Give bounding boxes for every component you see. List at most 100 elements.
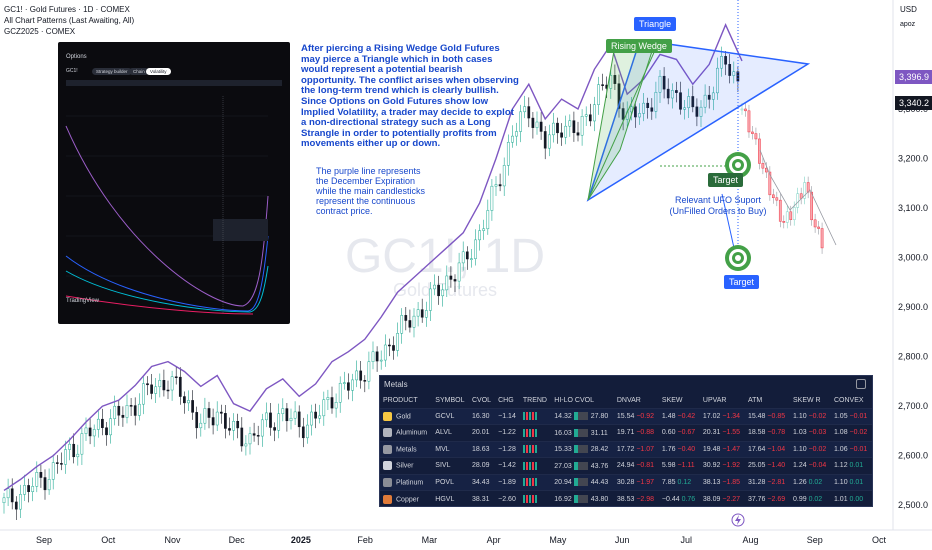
upvar-change: −1.85 [722, 478, 741, 486]
candle-body [420, 309, 424, 318]
candle-body [547, 134, 551, 149]
candle-body [80, 433, 84, 455]
candle-body [207, 408, 211, 418]
hilo-high: 27.80 [590, 413, 609, 421]
table-row[interactable]: Copper HGVL 38.31 −2.60 16.92 43.80 38.53 −2.… [380, 490, 872, 507]
chg-cell: −1.89 [495, 473, 520, 491]
candle-body [281, 408, 285, 414]
lightning-icon[interactable] [731, 513, 745, 527]
expiry-strip[interactable] [66, 80, 282, 86]
candle-body [363, 380, 367, 382]
trend-bar [525, 495, 528, 503]
projection-body [817, 226, 820, 229]
upvar-value: 17.02 [702, 412, 723, 420]
candle-body [6, 488, 10, 499]
tab-strategy-builder[interactable]: Strategy builder [92, 68, 132, 75]
column-header[interactable]: CHG [498, 397, 514, 405]
column-header[interactable]: SYMBOL [435, 397, 465, 405]
projection-body [810, 191, 813, 221]
dnvar-change: −1.97 [636, 478, 655, 486]
tab-volatility[interactable]: Volatility [146, 68, 171, 75]
trend-bar [525, 445, 528, 454]
hilo-high: 31.11 [590, 429, 608, 437]
candle-body [461, 251, 465, 264]
candle-body [498, 184, 502, 187]
skew-value: 7.85 [661, 478, 678, 486]
skewr-value: 1.03 [792, 429, 809, 437]
candle-body [515, 131, 518, 137]
candle-body [88, 427, 92, 437]
tab-chain[interactable]: Chain [129, 68, 149, 75]
candle-body [429, 288, 432, 311]
symbol-title[interactable]: GC1! · Gold Futures · 1D · COMEX [4, 5, 130, 14]
candle-body [137, 403, 141, 416]
chart-icon[interactable] [856, 379, 866, 389]
column-header[interactable]: PRODUCT [383, 397, 418, 405]
candle-body [367, 361, 371, 382]
candle-body [568, 120, 572, 127]
candle-body [183, 396, 186, 404]
candle-body [683, 107, 686, 110]
metals-title: Metals [384, 380, 408, 389]
candle-body [195, 412, 199, 429]
trend-bar [525, 428, 528, 437]
upvar-value: 20.31 [702, 429, 723, 437]
table-row[interactable]: Aluminum ALVL 20.01 −1.22 16.03 31.11 19.71 −… [380, 424, 872, 441]
atm-value: 18.58 [747, 429, 768, 437]
time-tick-label: Aug [743, 535, 759, 545]
hilo-high: 43.76 [590, 462, 609, 470]
options-symbol: GC1! [66, 68, 78, 74]
target-icon [725, 245, 751, 271]
candle-body [60, 463, 63, 465]
candle-body [457, 262, 461, 282]
column-header[interactable]: SKEW [661, 397, 683, 405]
trend-cell [519, 457, 552, 474]
candle-body [732, 71, 736, 76]
candle-body [92, 429, 96, 437]
column-header[interactable]: ATM [747, 397, 763, 405]
table-row[interactable]: Gold GCVL 16.30 −1.14 14.32 27.80 15.54 −0.92… [380, 407, 872, 425]
candle-body [412, 315, 416, 328]
candle-body [314, 411, 317, 419]
candle-body [609, 75, 613, 89]
candle-body [150, 384, 153, 394]
skew-value: 1.76 [661, 445, 678, 453]
candle-body [273, 427, 276, 431]
convex-value: 1.12 [833, 462, 850, 470]
column-header[interactable]: TREND [522, 397, 547, 405]
upvar-value: 38.09 [702, 495, 723, 503]
atm-change: −2.81 [767, 478, 786, 486]
skewr-change: 0.02 [808, 478, 823, 486]
column-header[interactable]: CONVEX [833, 397, 864, 405]
projection-body [751, 131, 754, 134]
candle-body [338, 382, 342, 403]
table-row[interactable]: Metals MVL 18.63 −1.28 15.33 28.42 17.72 −1.0… [380, 440, 872, 458]
column-header[interactable]: DNVAR [616, 397, 641, 405]
hilo-low: 16.92 [554, 495, 574, 503]
candle-body [105, 427, 108, 436]
column-header[interactable]: HI-LO CVOL [554, 397, 594, 405]
trend-bar [522, 445, 525, 454]
symbol-cell: MVL [432, 440, 469, 458]
product-cell: Metals [380, 440, 433, 458]
candle-body [634, 106, 637, 118]
column-header[interactable]: SKEW R [792, 397, 821, 405]
convex-cell: 1.12 0.01 [830, 457, 872, 474]
product-cell: Platinum [380, 473, 433, 491]
candle-body [215, 411, 219, 426]
skew-cell: 0.60 −0.67 [658, 424, 700, 441]
table-row[interactable]: Silver SIVL 28.09 −1.42 27.03 43.76 24.94 −0.… [380, 457, 872, 474]
column-header[interactable]: CVOL [471, 397, 492, 405]
candle-body [64, 449, 67, 465]
candle-body [543, 131, 547, 149]
contract-indicator[interactable]: GCZ2025 · COMEX [4, 27, 76, 36]
table-row[interactable]: Platinum POVL 34.43 −1.89 20.94 44.43 30.28 −… [380, 473, 872, 491]
triangle-label: Triangle [634, 17, 677, 31]
patterns-indicator[interactable]: All Chart Patterns (Last Awaiting, All) [4, 16, 135, 25]
atm-value: 25.05 [747, 462, 768, 470]
column-header[interactable]: UPVAR [702, 397, 727, 405]
skew-value: 1.48 [661, 412, 678, 420]
candle-body [129, 405, 133, 407]
skewr-cell: 0.99 0.02 [789, 490, 831, 507]
candle-body [670, 90, 674, 99]
